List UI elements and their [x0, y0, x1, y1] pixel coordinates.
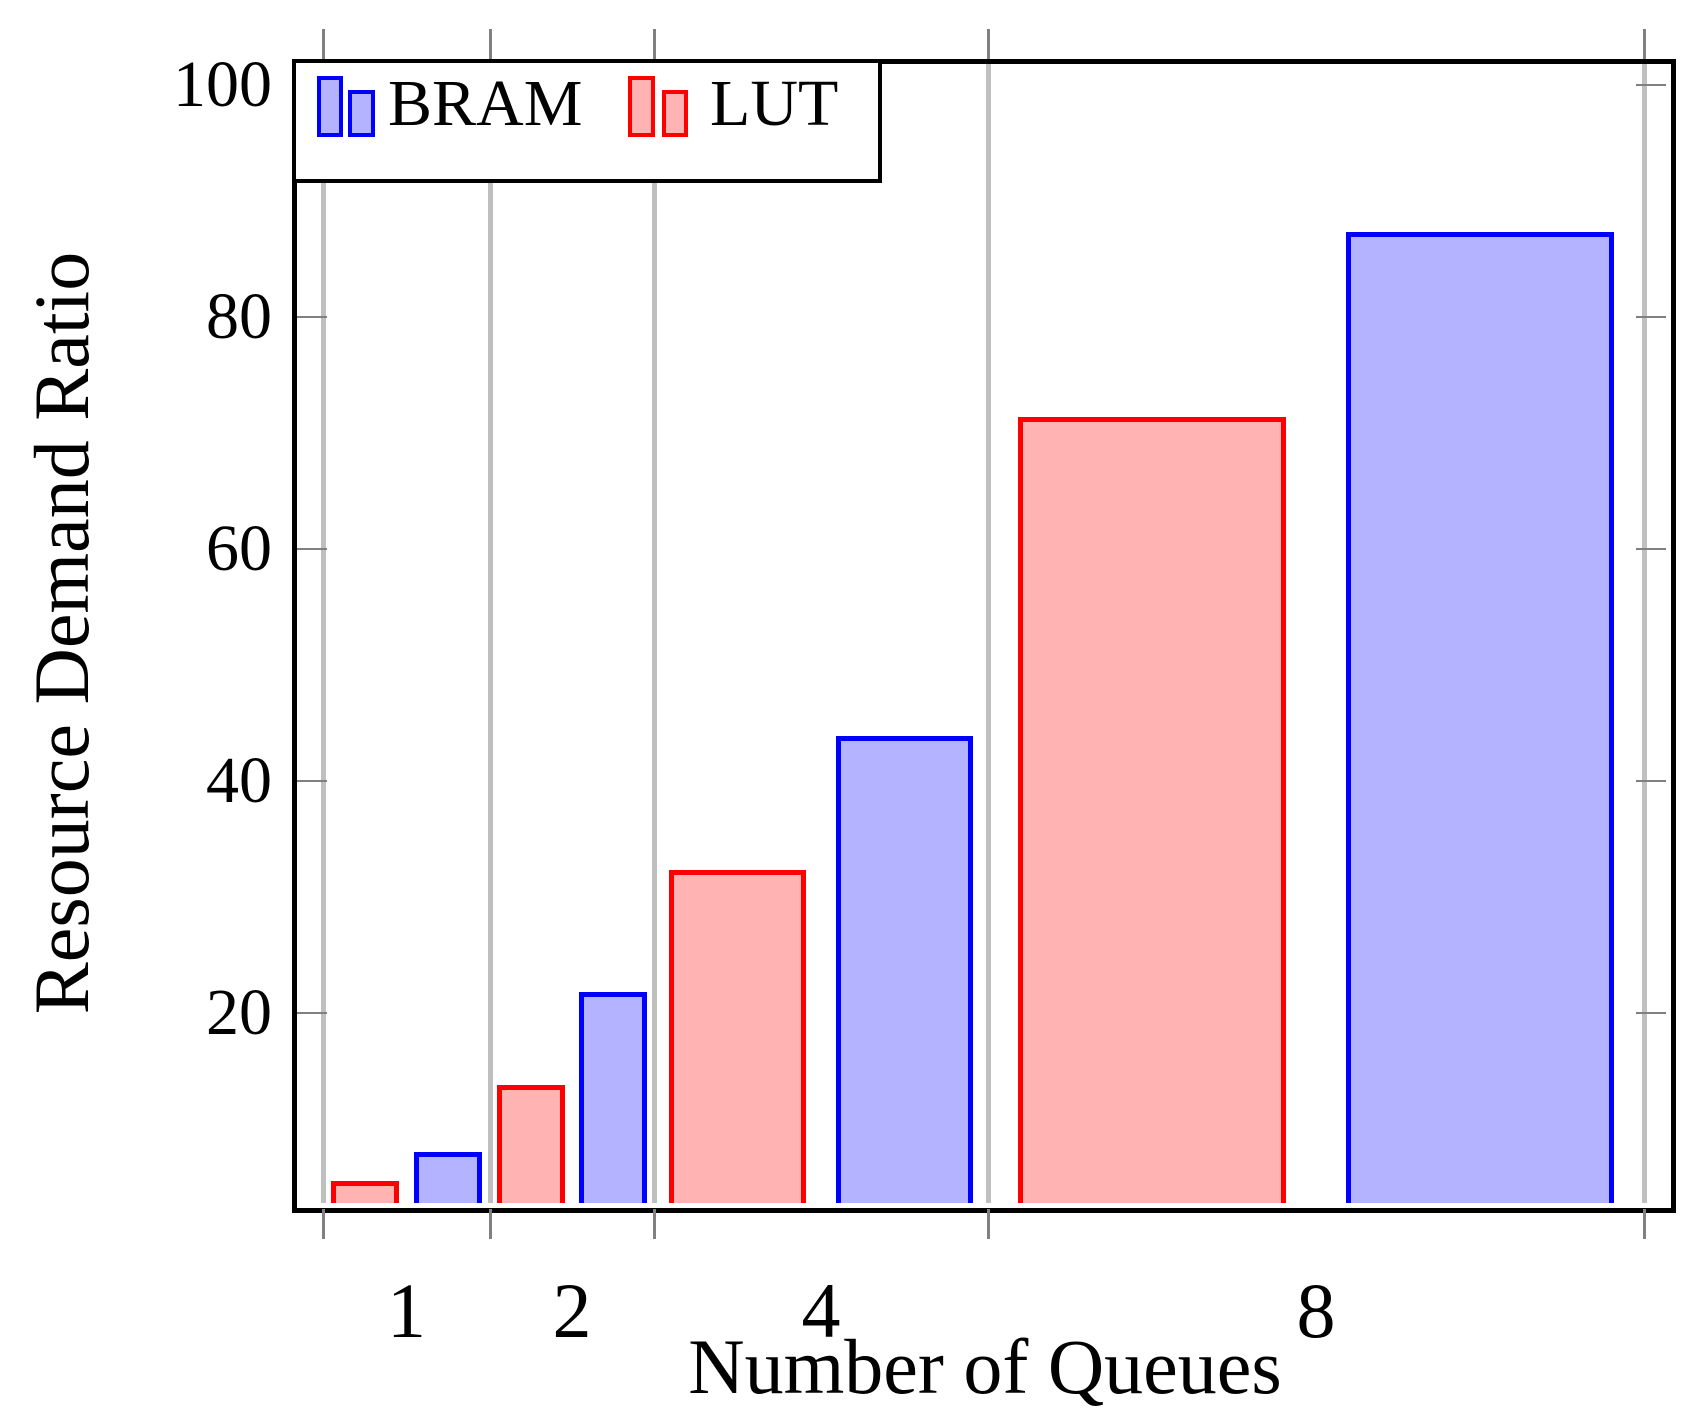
x-gridline [488, 64, 493, 1203]
x-tick-mark [322, 29, 325, 59]
lut-swatch-bar-short-icon [662, 90, 688, 137]
x-tick-mark [489, 1209, 492, 1239]
bar-bram-4 [836, 735, 973, 1203]
x-tick-mark [653, 29, 656, 59]
y-tick-mark [297, 316, 327, 318]
y-tick-mark [1636, 1012, 1666, 1014]
x-tick-mark [322, 1209, 325, 1239]
plot-inner: BRAM LUT [292, 59, 1666, 1203]
bar-lut-4 [669, 870, 806, 1203]
x-tick-label: 8 [1296, 1267, 1336, 1354]
bram-swatch-bar-tall-icon [317, 76, 343, 137]
legend-label-lut: LUT [710, 67, 839, 140]
y-tick-mark [1636, 780, 1666, 782]
bar-lut-8 [1017, 416, 1287, 1203]
x-gridline [986, 64, 991, 1203]
x-tick-mark [1643, 29, 1646, 59]
x-tick-label: 2 [552, 1267, 592, 1354]
y-tick-label: 40 [206, 744, 272, 817]
x-tick-mark [987, 1209, 990, 1239]
x-tick-mark [489, 29, 492, 59]
bar-lut-2 [497, 1085, 565, 1203]
y-tick-label: 100 [173, 48, 272, 121]
y-tick-mark [297, 548, 327, 550]
x-tick-mark [653, 1209, 656, 1239]
y-tick-mark [1636, 84, 1666, 86]
bram-swatch-bar-short-icon [348, 90, 375, 137]
x-gridline [1642, 64, 1647, 1203]
y-tick-mark [297, 1012, 327, 1014]
x-axis-title: Number of Queues [688, 1323, 1282, 1410]
x-gridline [652, 64, 657, 1203]
y-tick-label: 20 [206, 976, 272, 1049]
y-tick-label: 80 [206, 280, 272, 353]
legend: BRAM LUT [292, 59, 882, 183]
x-tick-label: 1 [387, 1267, 426, 1354]
plot-area: BRAM LUT [292, 59, 1676, 1213]
bar-bram-2 [579, 992, 647, 1203]
y-tick-mark [1636, 548, 1666, 550]
bar-bram-8 [1345, 232, 1615, 1203]
lut-swatch-bar-tall-icon [628, 76, 655, 137]
y-tick-mark [297, 780, 327, 782]
legend-label-bram: BRAM [388, 67, 583, 140]
x-tick-mark [1643, 1209, 1646, 1239]
x-tick-label: 4 [801, 1267, 841, 1354]
bar-bram-1 [414, 1151, 483, 1203]
y-tick-mark [1636, 316, 1666, 318]
y-tick-label: 60 [206, 512, 272, 585]
y-axis-title: Resource Demand Ratio [18, 251, 105, 1015]
x-gridline [321, 64, 326, 1203]
x-tick-mark [987, 29, 990, 59]
bar-lut-1 [330, 1181, 399, 1203]
